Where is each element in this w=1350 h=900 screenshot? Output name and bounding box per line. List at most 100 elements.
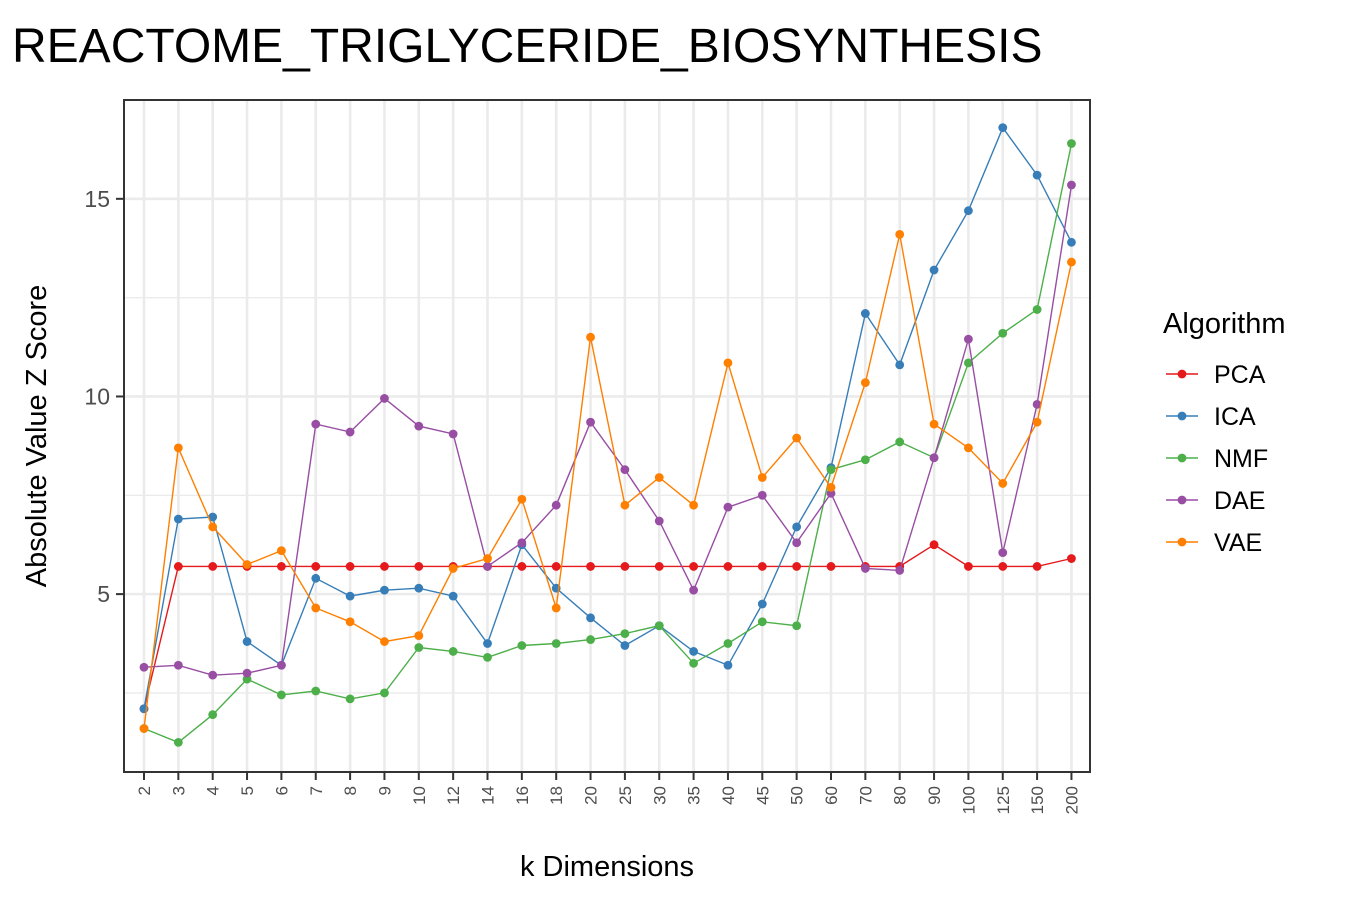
data-point-nmf [895,437,905,447]
data-point-nmf [483,652,492,662]
legend-key-point [1177,537,1187,547]
data-point-pca [964,562,973,571]
data-point-pca [311,562,321,571]
legend-item-vae: VAE [1166,529,1262,557]
data-point-pca [277,562,286,571]
data-point-ica [345,591,355,601]
data-point-nmf [689,658,698,668]
data-point-dae [414,421,424,431]
data-point-dae [757,490,767,500]
y-tick-label: 5 [97,581,110,607]
data-point-dae [208,670,218,680]
data-point-vae [242,560,252,569]
legend-key-point [1177,369,1187,379]
x-tick-label: 10 [410,786,429,805]
x-tick-label: 40 [719,786,738,805]
data-point-vae [689,500,698,510]
series-pca [139,540,1076,714]
x-tick-label: 3 [169,786,188,795]
data-point-ica [723,660,733,670]
data-point-pca [620,562,630,571]
data-point-dae [242,668,252,678]
data-point-nmf [345,694,355,704]
data-point-ica [242,637,252,646]
data-point-ica [860,309,870,318]
x-tick-label: 90 [925,786,944,805]
data-point-dae [551,500,561,510]
legend-key-point [1177,453,1187,463]
data-point-vae [277,546,286,556]
data-point-nmf [964,358,973,368]
data-point-pca [826,562,836,571]
data-point-ica [208,512,218,522]
data-point-vae [826,482,836,492]
legend-label-ica: ICA [1214,403,1256,431]
data-point-dae [689,585,698,595]
data-point-vae [1067,257,1076,267]
data-point-pca [517,562,527,571]
data-point-dae [586,417,595,427]
data-point-ica [757,599,767,609]
grid-layer [124,100,1090,772]
x-tick-label: 80 [891,786,910,805]
data-point-nmf [551,639,561,648]
data-point-dae [929,453,939,463]
series-line-pca [143,543,1072,709]
data-point-dae [792,538,802,548]
x-tick-label: 4 [204,786,223,795]
x-tick-label: 30 [650,786,669,805]
x-tick-label: 200 [1062,786,1081,814]
data-point-dae [998,548,1008,558]
data-point-pca [1067,554,1076,563]
data-point-nmf [1032,305,1042,314]
legend-key-point [1177,411,1187,421]
data-point-ica [792,522,802,532]
x-tick-label: 70 [856,786,875,805]
y-tick-label: 15 [84,186,110,212]
x-tick-label: 20 [582,786,601,805]
data-point-nmf [998,328,1008,338]
x-tick-label: 18 [547,786,566,805]
legend-label-nmf: NMF [1214,445,1268,473]
data-point-pca [723,562,733,571]
legend-label-vae: VAE [1214,529,1262,557]
x-tick-label: 6 [272,786,291,795]
data-point-pca [654,562,664,571]
data-point-nmf [723,639,733,648]
data-point-vae [311,603,321,613]
data-point-vae [998,479,1008,488]
x-tick-label: 60 [822,786,841,805]
legend-key-point [1177,495,1187,505]
data-point-vae [964,443,973,453]
data-point-ica [929,265,939,275]
x-tick-label: 12 [444,786,463,805]
x-tick-label: 9 [375,786,394,795]
chart-title: REACTOME_TRIGLYCERIDE_BIOSYNTHESIS [12,20,1042,73]
data-point-ica [483,639,492,648]
data-point-vae [792,433,802,443]
data-point-nmf [860,455,870,465]
data-point-nmf [380,688,389,698]
data-point-vae [139,724,149,733]
y-tick-label: 10 [84,383,110,409]
data-point-ica [1067,237,1076,247]
data-point-vae [586,332,595,342]
data-point-nmf [1067,139,1076,148]
data-point-nmf [277,690,286,700]
data-point-vae [929,419,939,429]
data-point-vae [654,473,664,482]
data-point-vae [208,522,218,532]
data-point-pca [929,540,939,550]
data-point-dae [620,465,630,474]
data-point-dae [483,562,492,571]
x-tick-label: 125 [994,786,1013,814]
x-tick-label: 16 [513,786,532,805]
data-point-dae [964,334,973,344]
series-vae [139,230,1076,733]
legend-title: Algorithm [1163,308,1286,340]
data-point-nmf [173,737,183,747]
data-point-ica [414,583,424,593]
data-point-vae [551,603,561,613]
